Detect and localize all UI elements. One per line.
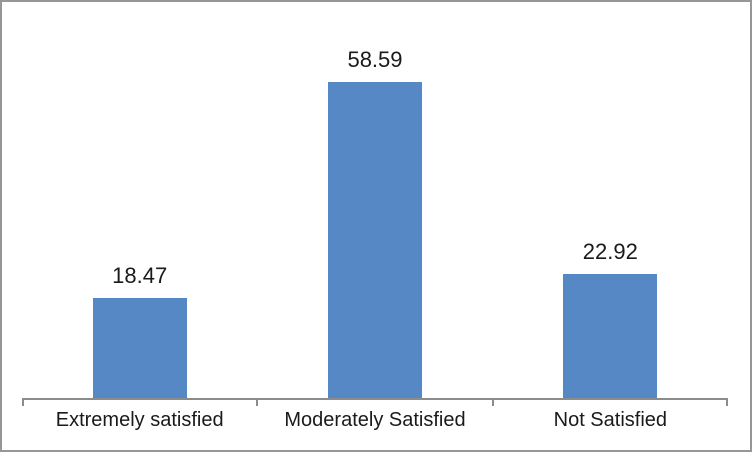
plot-area: 18.47 58.59 22.92 xyxy=(22,20,728,398)
data-label: 18.47 xyxy=(112,263,168,289)
category-label-extremely-satisfied: Extremely satisfied xyxy=(55,409,224,431)
bar-group-not-satisfied: 22.92 xyxy=(493,20,728,398)
bar-moderately-satisfied xyxy=(327,81,422,398)
bar-extremely-satisfied xyxy=(92,298,187,398)
category-label-moderately-satisfied: Moderately Satisfied xyxy=(284,409,466,431)
category-label-not-satisfied: Not Satisfied xyxy=(553,409,668,431)
axis-tick xyxy=(22,400,24,406)
axis-tick xyxy=(726,400,728,406)
bar-not-satisfied xyxy=(563,274,658,398)
bar-group-extremely-satisfied: 18.47 xyxy=(22,20,257,398)
bar-group-moderately-satisfied: 58.59 xyxy=(257,20,492,398)
x-axis-line xyxy=(22,398,728,406)
axis-tick xyxy=(256,400,259,406)
data-label: 58.59 xyxy=(347,46,403,72)
x-axis-labels: Extremely satisfied Moderately Satisfied… xyxy=(22,407,728,433)
axis-tick xyxy=(491,400,494,406)
data-label: 22.92 xyxy=(582,239,638,265)
